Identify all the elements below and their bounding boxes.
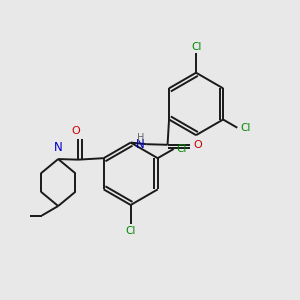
Text: Cl: Cl — [177, 144, 187, 154]
Text: Cl: Cl — [191, 42, 201, 52]
Text: O: O — [194, 140, 202, 150]
Text: H: H — [137, 133, 144, 143]
Text: N: N — [136, 138, 144, 151]
Text: N: N — [54, 141, 63, 154]
Text: Cl: Cl — [241, 123, 251, 133]
Text: Cl: Cl — [125, 226, 136, 236]
Text: O: O — [71, 126, 80, 136]
